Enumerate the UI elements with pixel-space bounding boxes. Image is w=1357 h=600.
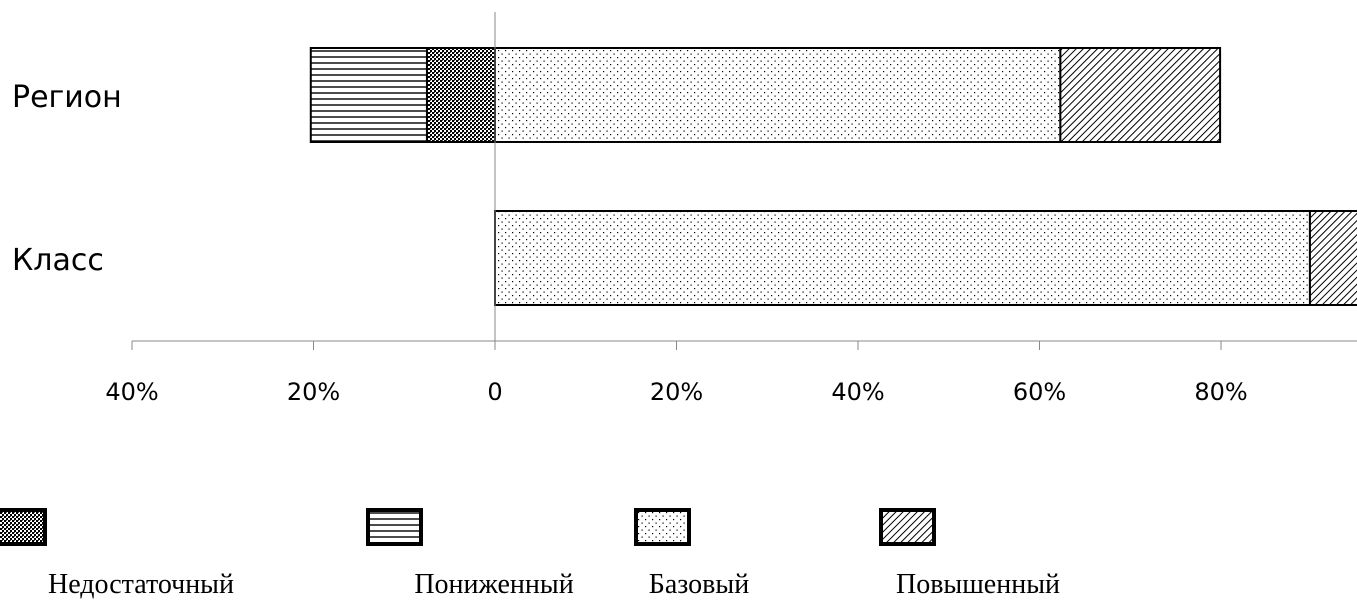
legend-label-nedostatochnyy: Недостаточный <box>48 569 234 600</box>
legend-swatch-ponizhennyy <box>366 508 423 546</box>
legend-label-povyshennyy: Повышенный <box>896 569 1060 600</box>
bar-klass-povyshennyy <box>1308 210 1357 306</box>
legend: Недостаточный Пониженный Базовый Повышенный <box>0 508 1060 600</box>
x-axis: 40% 20% 0 20% 40% 60% 80% <box>105 12 1357 406</box>
x-tick-label: 0 <box>487 378 502 406</box>
category-label-klass: Класс <box>12 243 104 278</box>
x-tick-label: 20% <box>287 378 340 406</box>
bar-region-nedostatochnyy <box>425 47 496 143</box>
x-tick-label: 60% <box>1013 378 1066 406</box>
legend-label-bazovyy: Базовый <box>649 569 749 600</box>
legend-swatch-bazovyy <box>634 508 691 546</box>
x-tick-label: 80% <box>1194 378 1247 406</box>
bar-region-bazovyy <box>494 47 1062 143</box>
x-tick-label: 40% <box>105 378 158 406</box>
category-label-region: Регион <box>12 80 122 115</box>
legend-swatch-nedostatochnyy <box>0 508 47 546</box>
legend-swatch-povyshennyy <box>879 508 936 546</box>
x-tick-label: 20% <box>650 378 703 406</box>
x-tick-label: 40% <box>831 378 884 406</box>
category-labels: Регион Класс <box>12 80 122 278</box>
bar-region-povyshennyy <box>1059 47 1222 143</box>
legend-label-ponizhennyy: Пониженный <box>414 569 573 600</box>
bar-region-ponizhennyy <box>309 47 428 143</box>
bar-klass-bazovyy <box>494 210 1311 306</box>
plot-area <box>309 47 1357 306</box>
